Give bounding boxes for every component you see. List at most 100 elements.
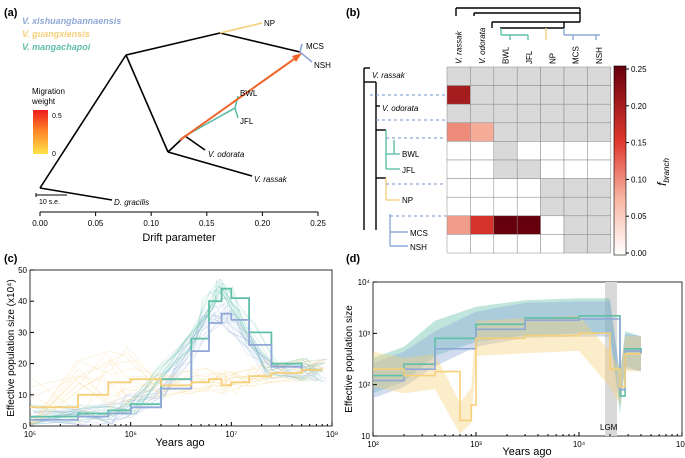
psmc-bootstrap-line [32,361,319,425]
heatmap-cell [563,85,588,105]
tip-np: NP [264,19,275,28]
psmc-line-vmangachapoi [30,287,323,418]
heatmap-cell [540,178,565,198]
heatmap-cell [540,234,565,254]
heatmap-cell [493,159,518,179]
psmc-series [30,287,323,421]
heatmap-cell [446,215,471,235]
panel-c-label: (c) [4,253,18,265]
heatmap-cell [446,178,471,198]
heatmap-cell [563,178,588,198]
heatmap-cell [446,103,471,124]
panel-a-label: (a) [4,7,18,19]
recent-xtick-label: 10³ [470,440,482,449]
psmc-axes: 10⁵ 10⁶ 10⁷ 10⁸ 0 10 20 30 40 50 [18,266,338,439]
recent-band [373,315,641,434]
fbranch-heatmap [446,66,612,254]
tip-rassak: V. rassak [254,175,288,184]
heatmap-row-label: NSH [410,243,427,252]
psmc-bootstrap-line [29,352,319,390]
heatmap-cell [470,215,495,235]
scale-bar-label: 10 s.e. [39,199,60,206]
heatmap-cell [493,122,518,142]
heatmap-col-label: MCS [572,46,581,64]
psmc-bootstrap-line [29,305,322,423]
heatmap-row-label: JFL [402,166,416,175]
drift-axis-ticks: 0.00 0.05 0.10 0.15 0.20 0.25 [32,212,326,228]
migration-max: 0.5 [52,113,62,120]
panel-c: (c) 10⁵ 10⁶ 10⁷ 10⁸ 0 10 20 30 40 50 Years ago Ef… [4,253,338,449]
fbranch-colorbar-ticks: 0.25 0.20 0.15 0.10 0.05 0.00 [626,65,647,258]
psmc-xtick-label: 10⁷ [225,430,237,439]
recent-ytick-label: 10⁴ [358,278,371,287]
recent-series [373,298,642,434]
heatmap-cell [493,141,518,161]
recent-ytick-label: 10 [361,432,370,441]
heatmap-cell [470,103,495,124]
panel-b-label: (b) [346,7,360,19]
heatmap-cell [470,66,495,86]
heatmap-cell [540,215,565,235]
heatmap-cell [563,159,588,179]
heatmap-cell [493,66,518,86]
psmc-ytick-label: 10 [18,391,27,400]
heatmap-row-label: V. rassak [372,71,406,80]
legend-mangachapoi: V. mangachapoi [22,42,91,52]
psmc-bootstrap-line [29,291,325,416]
psmc-bootstrap-line [29,313,316,425]
psmc-bootstrap-line [36,285,323,417]
recent-xtick-label: 10² [367,440,379,449]
psmc-bootstrap-line [29,360,322,425]
tip-nsh: NSH [314,61,331,70]
legend-guangxiensis: V. guangxiensis [22,29,90,39]
migration-min: 0 [52,151,56,158]
recent-xlabel: Years ago [502,446,551,458]
heatmap-cell [563,141,588,161]
cbar-tick-label: 0.15 [631,139,647,148]
psmc-ylabel: Effective population size (x10⁴) [6,279,17,417]
heatmap-cell [446,66,471,86]
migration-arrowhead [292,53,302,62]
tip-odorata: V. odorata [208,150,245,159]
heatmap-cell [470,196,495,217]
heatmap-row-labels: V. rassak V. odorata BWL JFL NP MCS NSH [372,71,428,252]
psmc-bootstrap-line [33,317,326,424]
heatmap-cell [587,234,612,254]
psmc-line-vguangxiensis [30,368,323,409]
psmc-bootstrap-line [29,278,317,419]
heatmap-cell [563,234,588,254]
psmc-xtick-label: 10⁸ [326,430,338,439]
left-dendro-mangachapoi [385,130,400,170]
heatmap-cell [470,141,495,161]
cbar-tick-label: 0.10 [631,175,647,184]
heatmap-cell [540,85,565,105]
recent-plot-area [372,281,683,437]
cbar-tick-label: 0.20 [631,102,647,111]
heatmap-cell [516,178,541,198]
recent-ylabel: Effective population size [344,305,355,413]
heatmap-cell [540,66,565,86]
heatmap-row-label: NP [402,196,413,205]
migration-title-2: weight [31,97,56,106]
psmc-line-vxishuangbannaensis [30,312,323,421]
heatmap-cell [587,178,612,198]
tip-gracilis: D. gracilis [114,198,149,207]
heatmap-cell [516,234,541,254]
heatmap-cell [516,122,541,142]
psmc-xlabel: Years ago [155,437,204,449]
heatmap-cell [493,178,518,198]
heatmap-cell [470,122,495,142]
migration-arrow [179,56,298,141]
panel-d: (d) LGM 10²10³10⁴10⁵10⁴10³10²10 Years ag… [344,253,685,458]
recent-axes: 10²10³10⁴10⁵10⁴10³10²10 [358,278,685,449]
heatmap-cell [446,141,471,161]
heatmap-cell [470,159,495,179]
heatmap-cell [516,85,541,105]
cbar-tick-label: 0.00 [631,249,647,258]
heatmap-col-label: JFL [525,50,534,64]
migration-title-1: Migration [32,87,65,96]
heatmap-cell [587,103,612,124]
heatmap-cell [587,196,612,217]
heatmap-cell [563,196,588,217]
drift-tick-label: 0.05 [88,219,104,228]
